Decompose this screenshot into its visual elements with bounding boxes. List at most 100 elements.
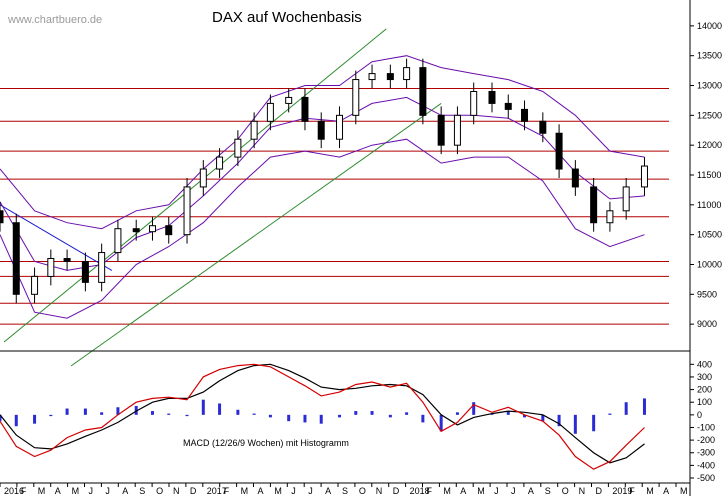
- x-tick-label: 2019: [612, 486, 632, 496]
- price-y-tick-label: 10000: [697, 259, 722, 269]
- candle-body: [317, 120, 325, 140]
- candle-body: [606, 210, 614, 224]
- macd-histogram-bar: [573, 414, 577, 434]
- x-tick-label: 2017: [207, 486, 227, 496]
- price-y-tick-label: 9000: [697, 319, 717, 329]
- x-tick-label: M: [274, 486, 282, 496]
- x-tick-label: A: [258, 486, 264, 496]
- price-y-axis: 9000 9500 10000 10500 11000 11500 12000 12500 13…: [690, 21, 722, 329]
- candle-body: [368, 73, 376, 81]
- candle-body: [453, 114, 461, 146]
- macd-histogram-bar: [236, 409, 240, 415]
- candle-body: [285, 96, 293, 104]
- macd-histogram-bar: [506, 411, 510, 415]
- macd-histogram-bar: [33, 414, 37, 424]
- macd-y-tick-label: -100: [697, 422, 715, 432]
- x-tick-label: F: [629, 486, 635, 496]
- x-tick-label: J: [105, 486, 110, 496]
- macd-y-tick-label: 400: [697, 359, 712, 369]
- downtrend-line: [0, 204, 113, 271]
- price-panel: 9000 9500 10000 10500 11000 11500 12000 12500 13…: [0, 21, 722, 367]
- macd-histogram-bar: [287, 414, 291, 422]
- x-tick-label: 2018: [410, 486, 430, 496]
- x-tick-label: S: [342, 486, 348, 496]
- x-tick-label: J: [308, 486, 313, 496]
- macd-histogram-bar: [557, 414, 561, 427]
- x-tick-label: N: [579, 486, 586, 496]
- macd-histogram-bar: [218, 403, 222, 415]
- macd-histogram-bar: [201, 399, 205, 415]
- macd-y-tick-label: 0: [697, 410, 702, 420]
- x-tick-label: N: [173, 486, 180, 496]
- macd-histogram: [0, 398, 646, 434]
- macd-histogram-bar: [167, 413, 171, 415]
- candle-body: [216, 156, 224, 170]
- macd-histogram-bar: [523, 414, 527, 418]
- macd-histogram-bar: [185, 414, 189, 417]
- candle-body: [419, 67, 427, 116]
- x-tick-label: D: [393, 486, 400, 496]
- candle-body: [250, 120, 258, 140]
- macd-histogram-bar: [405, 412, 409, 415]
- bollinger-upper-band: [0, 55, 645, 230]
- candle-body: [0, 210, 4, 224]
- candle-body: [148, 225, 156, 233]
- macd-histogram-bar: [608, 413, 612, 415]
- macd-y-tick-label: 100: [697, 397, 712, 407]
- candle-body: [403, 67, 411, 81]
- macd-histogram-bar: [83, 408, 87, 415]
- candle-body: [12, 222, 20, 295]
- chart-title: DAX auf Wochenbasis: [212, 9, 362, 26]
- candle-body: [266, 102, 274, 122]
- bollinger-lower-band: [0, 138, 645, 319]
- candle-body: [47, 258, 55, 277]
- candle-body: [555, 132, 563, 170]
- x-tick-label: M: [680, 486, 688, 496]
- macd-histogram-bar: [268, 414, 272, 418]
- price-y-tick-label: 12500: [697, 110, 722, 120]
- candle-body: [386, 73, 394, 81]
- price-y-tick-label: 11500: [697, 170, 721, 180]
- x-tick-label: J: [291, 486, 296, 496]
- macd-panel: 400 300 200 100 0 -100 -200 -300 -400 -500: [0, 359, 715, 483]
- x-tick-label: A: [528, 486, 534, 496]
- x-tick-label: J: [511, 486, 516, 496]
- price-y-tick-label: 12000: [697, 140, 722, 150]
- macd-histogram-bar: [370, 411, 374, 415]
- macd-histogram-bar: [592, 414, 596, 432]
- macd-histogram-bar: [388, 414, 392, 418]
- macd-label: MACD (12/26/9 Wochen) mit Histogramm: [183, 438, 349, 448]
- price-y-tick-label: 11000: [697, 200, 721, 210]
- macd-histogram-bar: [49, 414, 53, 417]
- macd-histogram-bar: [455, 412, 459, 415]
- macd-histogram-bar: [319, 414, 323, 424]
- candle-body: [437, 114, 445, 146]
- x-tick-label: M: [72, 486, 80, 496]
- macd-y-tick-label: 200: [697, 385, 712, 395]
- x-tick-label: O: [156, 486, 163, 496]
- macd-histogram-bar: [0, 414, 2, 422]
- candle-body: [301, 96, 309, 122]
- x-tick-label: J: [494, 486, 499, 496]
- macd-line: [0, 363, 645, 470]
- x-tick-label: A: [325, 486, 331, 496]
- macd-histogram-bar: [303, 414, 307, 423]
- macd-histogram-bar: [150, 411, 154, 415]
- channel-upper-line: [3, 28, 387, 343]
- x-tick-label: O: [562, 486, 569, 496]
- candle-body: [165, 225, 173, 236]
- candle-body: [470, 90, 478, 116]
- channel-lower-line: [70, 103, 442, 367]
- macd-y-tick-label: -200: [697, 435, 715, 445]
- macd-y-tick-label: -300: [697, 448, 715, 458]
- candle-body: [336, 114, 344, 140]
- candle-body: [571, 168, 579, 188]
- price-y-tick-label: 10500: [697, 230, 722, 240]
- x-tick-label: S: [139, 486, 145, 496]
- macd-histogram-bar: [252, 413, 256, 415]
- watermark: www.chartbuero.de: [7, 14, 102, 26]
- macd-histogram-bar: [624, 402, 628, 415]
- candle-body: [352, 79, 360, 116]
- x-tick-label: A: [663, 486, 669, 496]
